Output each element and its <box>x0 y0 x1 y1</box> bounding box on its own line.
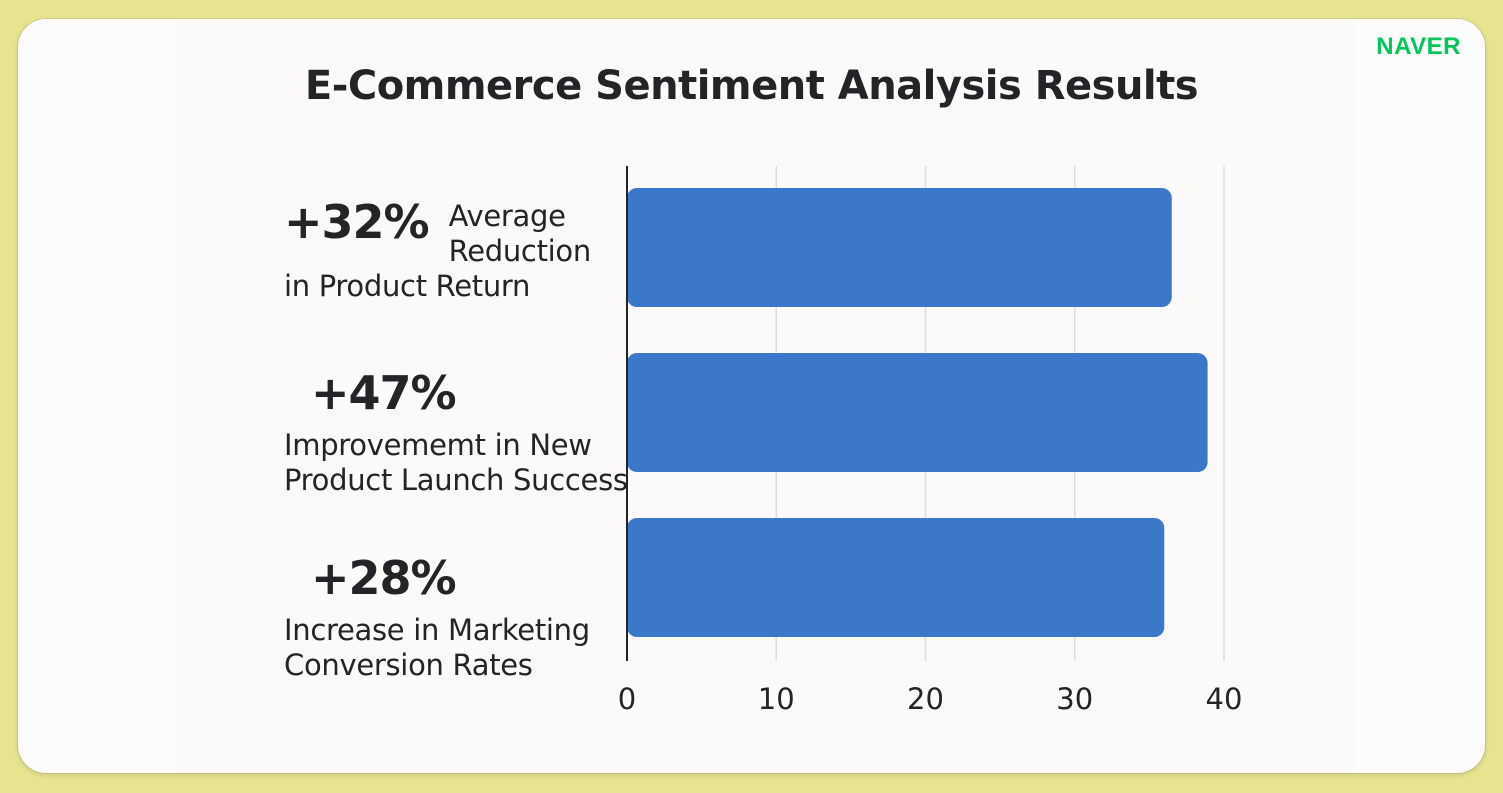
x-tick-label-40: 40 <box>1206 682 1243 716</box>
x-tick-label-10: 10 <box>758 682 795 716</box>
category-label-3: +28% Increase in Marketing Conversion Ra… <box>284 555 629 683</box>
category-desc-3: Increase in Marketing Conversion Rates <box>284 613 590 682</box>
category-desc-2: Improvememt in New Product Launch Succes… <box>284 428 628 497</box>
category-label-1: +32% Average Reduction in Product Return <box>284 199 619 304</box>
bar-2 <box>627 353 1208 472</box>
bar-3 <box>627 518 1165 637</box>
x-tick-label-0: 0 <box>618 682 636 716</box>
chart-card: NAVER E-Commerce Sentiment Analysis Resu… <box>18 19 1485 773</box>
category-percent-2: +47% <box>311 366 457 420</box>
bar-1 <box>627 188 1172 307</box>
bar-chart: 0 10 20 30 40 <box>618 166 1243 716</box>
x-tick-label-20: 20 <box>907 682 944 716</box>
chart-title: E-Commerce Sentiment Analysis Results <box>304 63 1199 109</box>
category-desc-1b: in Product Return <box>284 269 531 303</box>
category-label-2: +47% Improvememt in New Product Launch S… <box>284 370 629 498</box>
category-percent-3: +28% <box>311 551 457 605</box>
naver-logo: NAVER <box>1376 33 1461 60</box>
category-percent-1: +32% <box>284 195 430 249</box>
x-tick-label-30: 30 <box>1056 682 1093 716</box>
category-desc-1a: Average Reduction <box>448 199 592 268</box>
